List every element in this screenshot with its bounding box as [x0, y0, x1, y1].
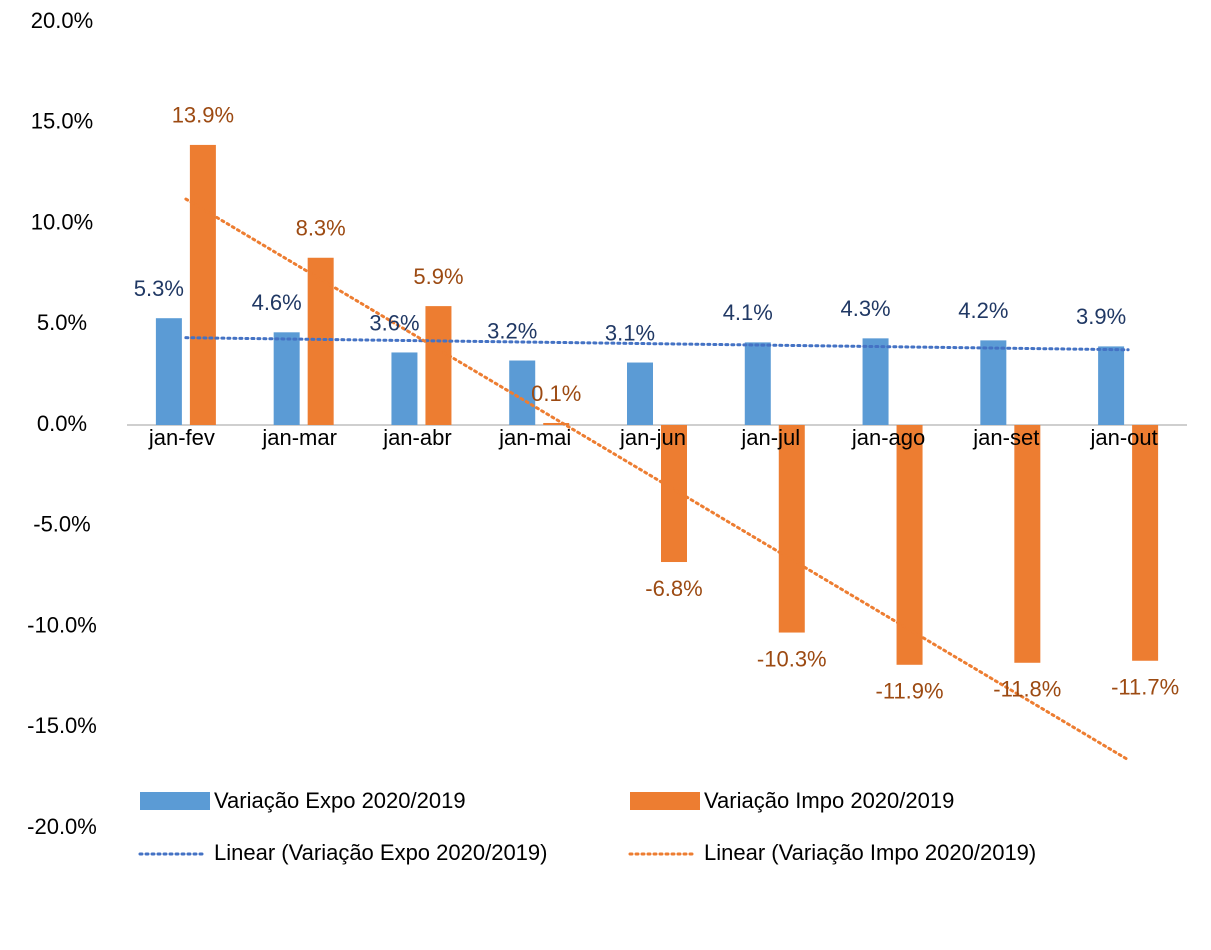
data-label: 5.3%: [134, 276, 184, 301]
bar: [1132, 425, 1159, 661]
bar: [391, 352, 418, 425]
data-label: -10.3%: [757, 646, 827, 671]
data-label: 8.3%: [296, 216, 346, 241]
y-tick-label: 10.0%: [31, 209, 93, 234]
bar: [155, 318, 182, 425]
x-tick-label: jan-out: [1089, 425, 1157, 450]
bar: [1098, 346, 1125, 425]
data-label: 3.2%: [487, 318, 537, 343]
data-label: 5.9%: [413, 264, 463, 289]
bar: [980, 340, 1007, 425]
x-tick-label: jan-abr: [382, 425, 451, 450]
bar: [307, 257, 334, 425]
legend-label: Linear (Variação Impo 2020/2019): [704, 840, 1036, 865]
data-label: 3.9%: [1076, 304, 1126, 329]
data-label: 3.1%: [605, 320, 655, 345]
data-label: 4.1%: [723, 300, 773, 325]
bar: [189, 144, 216, 426]
y-tick-label: 0.0%: [37, 411, 87, 436]
bar: [543, 422, 570, 425]
y-tick-label: 5.0%: [37, 310, 87, 335]
legend-label: Linear (Variação Expo 2020/2019): [214, 840, 547, 865]
x-tick-label: jan-jun: [619, 425, 686, 450]
bar: [896, 425, 923, 665]
y-tick-label: -15.0%: [27, 713, 97, 738]
data-label: -11.9%: [876, 679, 944, 704]
y-tick-label: 20.0%: [31, 8, 93, 33]
data-label: 4.6%: [252, 290, 302, 315]
bar: [778, 425, 805, 633]
x-tick-label: jan-ago: [851, 425, 925, 450]
data-label: -11.7%: [1111, 675, 1179, 700]
bar: [627, 362, 653, 425]
x-tick-label: jan-set: [972, 425, 1039, 450]
bar: [744, 342, 771, 425]
bar: [273, 332, 300, 425]
y-tick-label: -20.0%: [27, 814, 97, 839]
y-tick-label: -5.0%: [33, 512, 90, 537]
x-tick-label: jan-mar: [261, 425, 337, 450]
data-label: 13.9%: [172, 103, 234, 128]
legend-swatch: [630, 792, 700, 810]
data-label: 4.3%: [840, 296, 890, 321]
x-tick-label: jan-jul: [740, 425, 800, 450]
legend-swatch: [140, 792, 210, 810]
data-label: -11.8%: [993, 677, 1061, 702]
data-label: -6.8%: [645, 576, 702, 601]
y-tick-label: -10.0%: [27, 612, 97, 637]
data-label: 4.2%: [958, 298, 1008, 323]
data-label: 0.1%: [531, 381, 581, 406]
trendline: [184, 197, 1130, 762]
x-tick-label: jan-fev: [148, 425, 215, 450]
y-tick-label: 15.0%: [31, 109, 93, 134]
legend-label: Variação Expo 2020/2019: [214, 788, 466, 813]
x-tick-label: jan-mai: [498, 425, 571, 450]
bar: [425, 306, 452, 425]
bar: [1014, 425, 1041, 663]
data-label: 3.6%: [369, 310, 419, 335]
bar: [862, 338, 889, 425]
trendline: [184, 336, 1130, 352]
legend-label: Variação Impo 2020/2019: [704, 788, 954, 813]
